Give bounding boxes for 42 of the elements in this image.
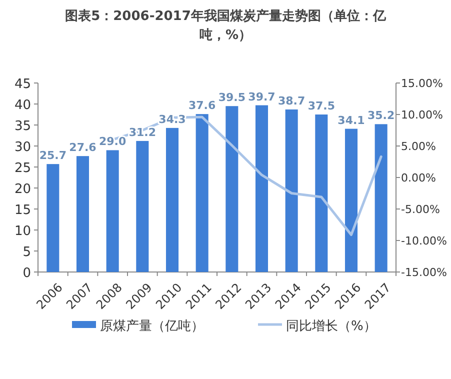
data-label: 37.5 [308, 100, 335, 112]
bar [226, 106, 238, 272]
y-tick-label: 35 [14, 119, 31, 134]
legend-label: 原煤产量（亿吨） [100, 319, 204, 334]
y2-tick-label: 10.00% [401, 108, 443, 122]
data-label: 34.1 [338, 114, 365, 127]
bar [46, 164, 60, 272]
y-tick-label: 15 [14, 203, 31, 218]
data-label: 39.5 [218, 91, 246, 104]
y-tick-label: 20 [14, 182, 31, 197]
y-tick-label: 10 [14, 224, 31, 239]
y2-tick-label: -5.00% [401, 203, 440, 216]
data-label: 39.7 [248, 90, 276, 104]
y2-tick-label: -10.00% [401, 234, 447, 248]
bar [136, 140, 149, 272]
y-tick-label: 0 [22, 266, 31, 281]
legend-label: 同比增长（%） [286, 319, 376, 334]
data-label: 38.7 [278, 94, 306, 108]
y-tick-label: 5 [22, 245, 31, 260]
y-tick-label: 40 [14, 98, 31, 113]
bar [106, 150, 119, 272]
bar [255, 105, 268, 272]
bar [196, 114, 208, 272]
bar [344, 128, 358, 272]
y2-tick-label: 0.00% [401, 172, 436, 184]
chart-title: 图表5：2006-2017年我国煤炭产量走势图（单位：亿吨，%） [65, 8, 387, 43]
y2-tick-label: 15.00% [401, 77, 443, 90]
y2-tick-label: 5.00% [401, 140, 436, 153]
data-label: 25.7 [39, 149, 66, 162]
bar [166, 128, 179, 272]
bar [76, 156, 90, 272]
y-tick-label: 25 [14, 161, 31, 176]
bar [315, 114, 328, 272]
y-tick-label: 45 [14, 77, 31, 92]
data-label: 27.6 [69, 141, 97, 154]
y-tick-label: 30 [14, 140, 31, 155]
y2-tick-label: -15.00% [401, 266, 447, 279]
data-label: 29.0 [99, 135, 126, 148]
bar [285, 109, 298, 272]
bar [374, 124, 388, 272]
data-label: 35.2 [368, 109, 395, 122]
data-label: 37.6 [188, 99, 216, 112]
